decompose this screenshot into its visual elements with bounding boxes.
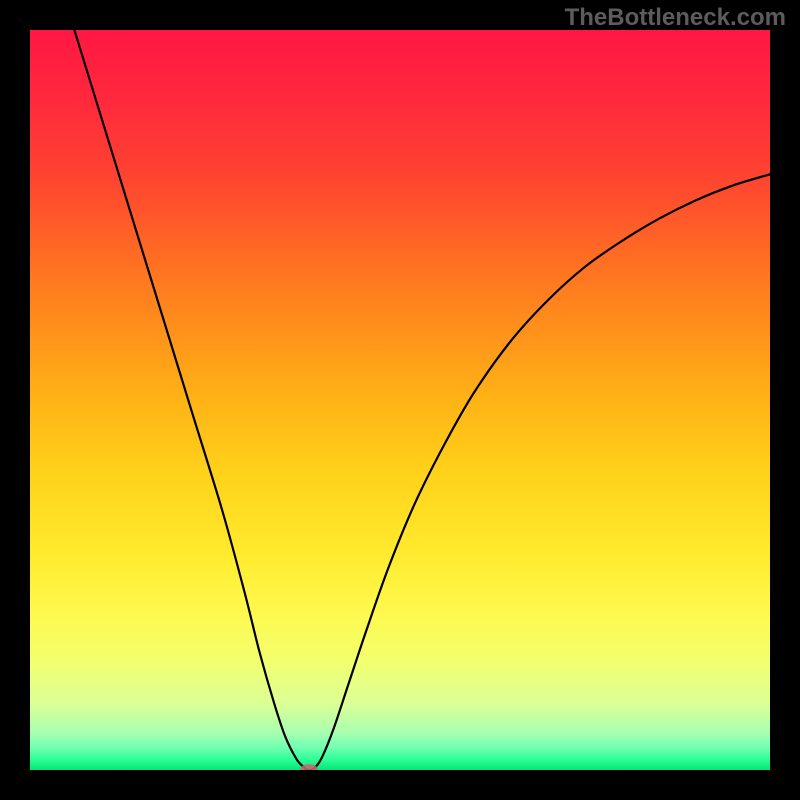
watermark-text: TheBottleneck.com (565, 4, 786, 32)
chart-plot-area (30, 30, 770, 770)
chart-svg (30, 30, 770, 770)
gradient-background (30, 30, 770, 770)
